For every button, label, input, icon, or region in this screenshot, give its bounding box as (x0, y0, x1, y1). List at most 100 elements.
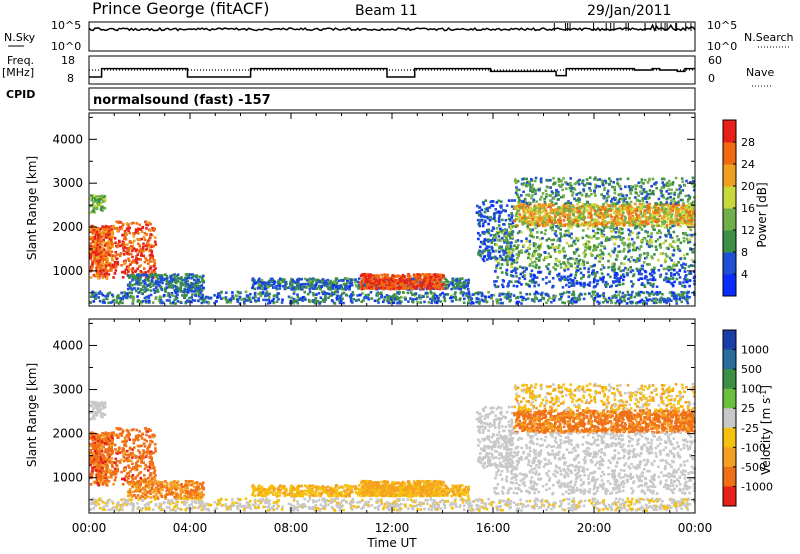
power-cell (101, 209, 104, 212)
power-cell (587, 214, 590, 218)
power-cell (631, 290, 634, 294)
power-cell (622, 297, 626, 301)
power-cell (513, 219, 517, 223)
power-cell (190, 286, 193, 290)
power-cell (303, 290, 306, 294)
power-cell (644, 222, 647, 225)
power-cell (590, 193, 593, 196)
power-cell (97, 198, 100, 201)
power-cell (592, 293, 595, 296)
cpid-text: normalsound (fast) -157 (93, 93, 271, 108)
power-cell (199, 291, 203, 294)
power-cell (651, 177, 655, 181)
power-cell (95, 207, 98, 211)
power-cell (655, 202, 659, 205)
power-cell (325, 282, 329, 285)
power-cell (627, 213, 631, 216)
power-cell (551, 203, 555, 207)
power-cell (97, 264, 100, 268)
power-cell (159, 280, 163, 284)
power-cell (593, 189, 596, 193)
power-cell (275, 300, 279, 303)
power-cell (342, 291, 346, 295)
power-cell (585, 200, 589, 204)
nave-label: Nave (746, 66, 774, 79)
power-cell (560, 184, 563, 188)
power-cell (91, 259, 94, 263)
power-cell (479, 255, 483, 258)
power-cell (156, 277, 160, 281)
power-cell (664, 239, 668, 243)
power-cell (192, 274, 196, 278)
power-cell (679, 225, 682, 228)
power-cell (466, 281, 470, 285)
power-cell (675, 208, 678, 212)
power-cell (654, 209, 657, 213)
power-cell (139, 258, 142, 261)
power-cell (655, 186, 658, 190)
power-cell (688, 210, 692, 214)
power-cell (327, 286, 330, 290)
power-cell (479, 215, 483, 218)
power-cell (629, 200, 633, 204)
power-cell (561, 188, 564, 192)
power-cell (621, 214, 624, 217)
power-cell (142, 242, 145, 246)
power-cell (588, 176, 592, 179)
power-cell (202, 299, 205, 303)
power-cell (244, 290, 248, 294)
power-cell (672, 205, 675, 208)
power-cell (144, 220, 148, 224)
power-cell (620, 216, 623, 220)
power-cell (309, 299, 313, 303)
power-cell (143, 267, 146, 270)
power-cell (284, 286, 288, 290)
power-cell (275, 286, 278, 290)
power-cell (659, 297, 663, 300)
power-cell (590, 295, 593, 298)
power-cell (108, 253, 111, 257)
power-cell (578, 294, 581, 297)
power-heatmap-cells (89, 176, 697, 305)
power-cell (409, 291, 413, 294)
power-cell (578, 178, 581, 182)
power-cell (598, 178, 602, 181)
power-cell (248, 298, 252, 302)
power-cell (101, 274, 104, 278)
power-cell (366, 296, 370, 299)
power-cell (589, 208, 593, 211)
power-cell (679, 257, 682, 261)
power-cell (127, 257, 130, 261)
power-cell (608, 177, 611, 180)
power-cell (178, 277, 181, 280)
power-cell (584, 221, 587, 224)
power-cell (434, 301, 437, 304)
power-cell (573, 188, 577, 191)
power-cell (142, 244, 146, 247)
power-cell (431, 280, 434, 283)
power-cell (466, 288, 470, 291)
power-cell (277, 292, 281, 295)
power-cell (495, 298, 498, 301)
power-cell (635, 293, 639, 297)
power-cell (528, 292, 532, 296)
power-cell (209, 296, 213, 300)
power-cell (458, 287, 462, 291)
power-cell (153, 262, 157, 266)
power-cell (253, 293, 257, 296)
power-cell (563, 210, 566, 213)
power-cell (151, 270, 154, 274)
power-cell (120, 227, 124, 231)
power-cell (617, 293, 620, 297)
power-cell (687, 221, 690, 225)
power-cell (648, 192, 652, 196)
power-cell (98, 239, 102, 243)
power-cell (131, 283, 134, 287)
power-cell (304, 298, 307, 301)
power-cell (99, 196, 103, 199)
power-cell (642, 261, 646, 264)
power-cell (383, 295, 387, 299)
power-cell (677, 200, 680, 204)
power-cell (125, 292, 129, 295)
power-cell (688, 195, 692, 199)
